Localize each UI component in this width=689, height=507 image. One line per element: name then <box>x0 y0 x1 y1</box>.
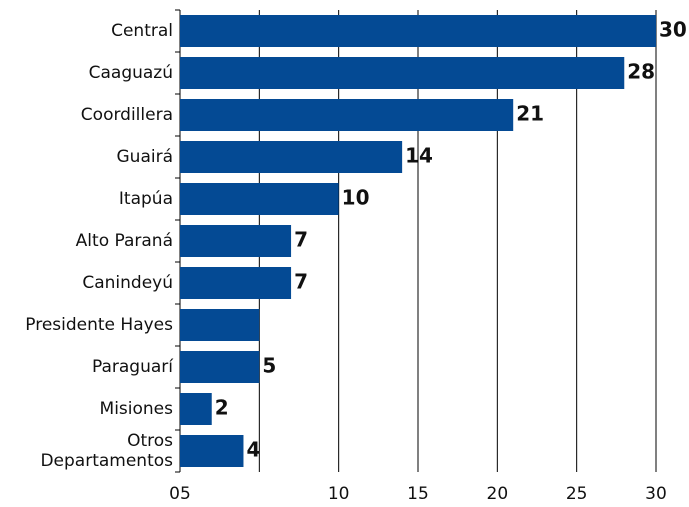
x-tick-label: 05 <box>169 484 191 504</box>
x-tick-label: 30 <box>645 484 667 504</box>
x-tick-label: 15 <box>407 484 429 504</box>
bar <box>180 435 244 467</box>
bar <box>180 393 212 425</box>
value-label: 2 <box>215 396 229 420</box>
value-label: 21 <box>516 102 544 126</box>
x-tick-label: 20 <box>487 484 509 504</box>
category-label: Misiones <box>99 399 173 419</box>
x-tick-label: 10 <box>328 484 350 504</box>
category-label: Canindeyú <box>82 273 173 293</box>
category-label: Itapúa <box>118 189 173 209</box>
value-label: 14 <box>405 144 433 168</box>
category-label: Alto Paraná <box>75 231 173 251</box>
category-label: Central <box>111 21 173 41</box>
value-label: 28 <box>627 60 655 84</box>
value-label: 7 <box>294 228 308 252</box>
bar <box>180 267 292 299</box>
category-label: Paraguarí <box>91 357 173 377</box>
value-label: 10 <box>342 186 370 210</box>
category-label: Coordillera <box>80 105 173 125</box>
x-tick-label: 25 <box>566 484 588 504</box>
bar <box>180 183 339 215</box>
bar <box>180 99 514 131</box>
bar <box>180 141 403 173</box>
value-label: 5 <box>262 354 276 378</box>
category-label: Otros Departamentos <box>40 431 173 471</box>
category-label: Guairá <box>116 147 174 167</box>
bar <box>180 351 260 383</box>
category-label: Presidente Hayes <box>25 315 173 335</box>
bar <box>180 15 656 47</box>
value-label: 4 <box>246 438 260 462</box>
category-label: Caaguazú <box>88 63 173 83</box>
bar <box>180 57 625 89</box>
value-label: 7 <box>294 270 308 294</box>
bar <box>180 309 260 341</box>
bar <box>180 225 292 257</box>
value-label: 30 <box>659 18 687 42</box>
